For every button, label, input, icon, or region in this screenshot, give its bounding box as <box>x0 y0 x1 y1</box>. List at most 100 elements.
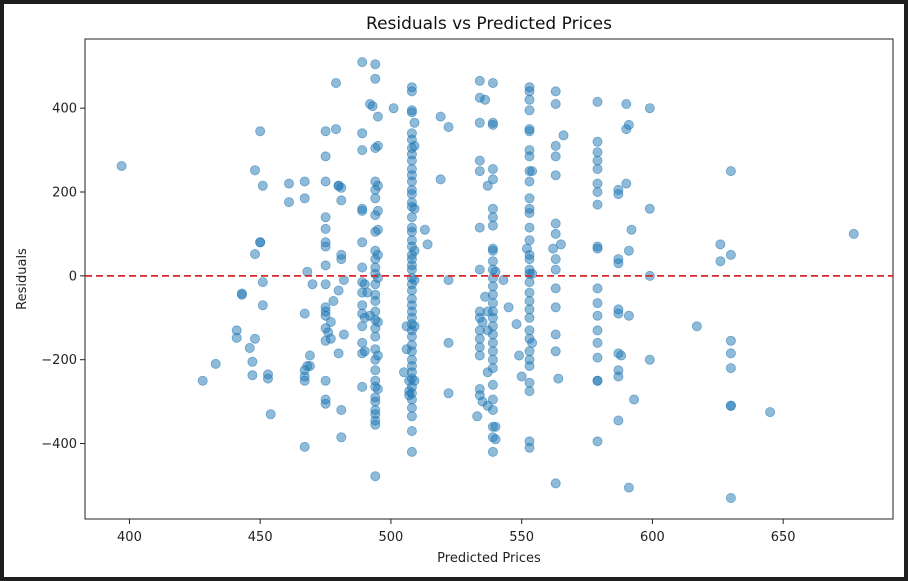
data-point <box>372 249 383 260</box>
data-point <box>336 404 347 415</box>
data-point <box>550 264 561 275</box>
data-point <box>304 360 315 371</box>
data-point <box>548 243 559 254</box>
data-point <box>550 254 561 265</box>
data-point <box>527 166 538 177</box>
data-point <box>474 75 485 86</box>
data-point <box>372 316 383 327</box>
data-point <box>474 350 485 361</box>
data-point <box>406 226 417 237</box>
data-point <box>370 73 381 84</box>
data-point <box>409 274 420 285</box>
data-point <box>336 182 347 193</box>
data-point <box>550 283 561 294</box>
data-point <box>550 228 561 239</box>
data-point <box>592 147 603 158</box>
data-point <box>338 274 349 285</box>
data-point <box>406 402 417 413</box>
data-point <box>623 310 634 321</box>
data-point <box>629 394 640 405</box>
data-point <box>487 203 498 214</box>
x-axis-ticks: 400 450 500 550 600 650 <box>117 519 796 545</box>
data-point <box>725 400 736 411</box>
y-tick-label: 0 <box>69 269 77 284</box>
data-point <box>511 319 522 330</box>
data-point <box>328 295 339 306</box>
data-point <box>435 174 446 185</box>
data-point <box>524 346 535 357</box>
data-point <box>592 337 603 348</box>
data-point <box>299 193 310 204</box>
data-point <box>370 306 381 317</box>
data-point <box>443 122 454 133</box>
data-point <box>480 94 491 105</box>
data-point <box>490 266 501 277</box>
data-point <box>487 212 498 223</box>
data-point <box>498 274 509 285</box>
x-tick-label: 450 <box>248 530 273 545</box>
data-point <box>325 316 336 327</box>
data-point <box>336 195 347 206</box>
data-point <box>474 342 485 353</box>
data-point <box>691 321 702 332</box>
data-point <box>725 492 736 503</box>
y-tick-label: 200 <box>52 186 77 201</box>
data-point <box>487 446 498 457</box>
data-point <box>406 176 417 187</box>
data-point <box>524 86 535 97</box>
data-point <box>409 140 420 151</box>
data-point <box>388 103 399 114</box>
data-point <box>487 163 498 174</box>
data-point <box>848 228 859 239</box>
data-point <box>357 321 368 332</box>
scatter-chart: Residuals vs Predicted Prices 400 450 500 5… <box>15 14 894 566</box>
data-point <box>307 279 318 290</box>
data-point <box>443 274 454 285</box>
data-point <box>527 337 538 348</box>
data-point <box>406 346 417 357</box>
data-point <box>320 260 331 271</box>
data-point <box>524 312 535 323</box>
data-point <box>370 331 381 342</box>
data-point <box>474 166 485 177</box>
data-point <box>613 371 624 382</box>
data-point <box>249 249 260 260</box>
data-point <box>524 105 535 116</box>
data-point <box>372 180 383 191</box>
data-point <box>299 375 310 386</box>
data-point <box>524 193 535 204</box>
data-point <box>644 203 655 214</box>
data-point <box>524 377 535 388</box>
data-point <box>503 302 514 313</box>
data-point <box>592 178 603 189</box>
data-point <box>490 434 501 445</box>
data-point <box>370 295 381 306</box>
data-point <box>487 245 498 256</box>
data-point <box>592 325 603 336</box>
data-point <box>236 288 247 299</box>
data-point <box>265 409 276 420</box>
data-point <box>474 333 485 344</box>
data-point <box>550 218 561 229</box>
data-point <box>487 329 498 340</box>
data-point <box>370 59 381 70</box>
data-point <box>474 222 485 233</box>
data-point <box>490 421 501 432</box>
data-point <box>372 111 383 122</box>
data-point <box>249 165 260 176</box>
x-axis-label: Predicted Prices <box>437 551 541 566</box>
data-point <box>419 224 430 235</box>
data-point <box>715 239 726 250</box>
data-point <box>613 258 624 269</box>
data-point <box>443 388 454 399</box>
y-tick-label: −400 <box>41 437 77 452</box>
data-point <box>623 482 634 493</box>
data-point <box>357 205 368 216</box>
data-point <box>550 140 561 151</box>
data-point <box>621 99 632 110</box>
data-point <box>406 155 417 166</box>
y-tick-label: 400 <box>52 102 77 117</box>
data-point <box>592 163 603 174</box>
data-point <box>299 176 310 187</box>
data-point <box>257 180 268 191</box>
